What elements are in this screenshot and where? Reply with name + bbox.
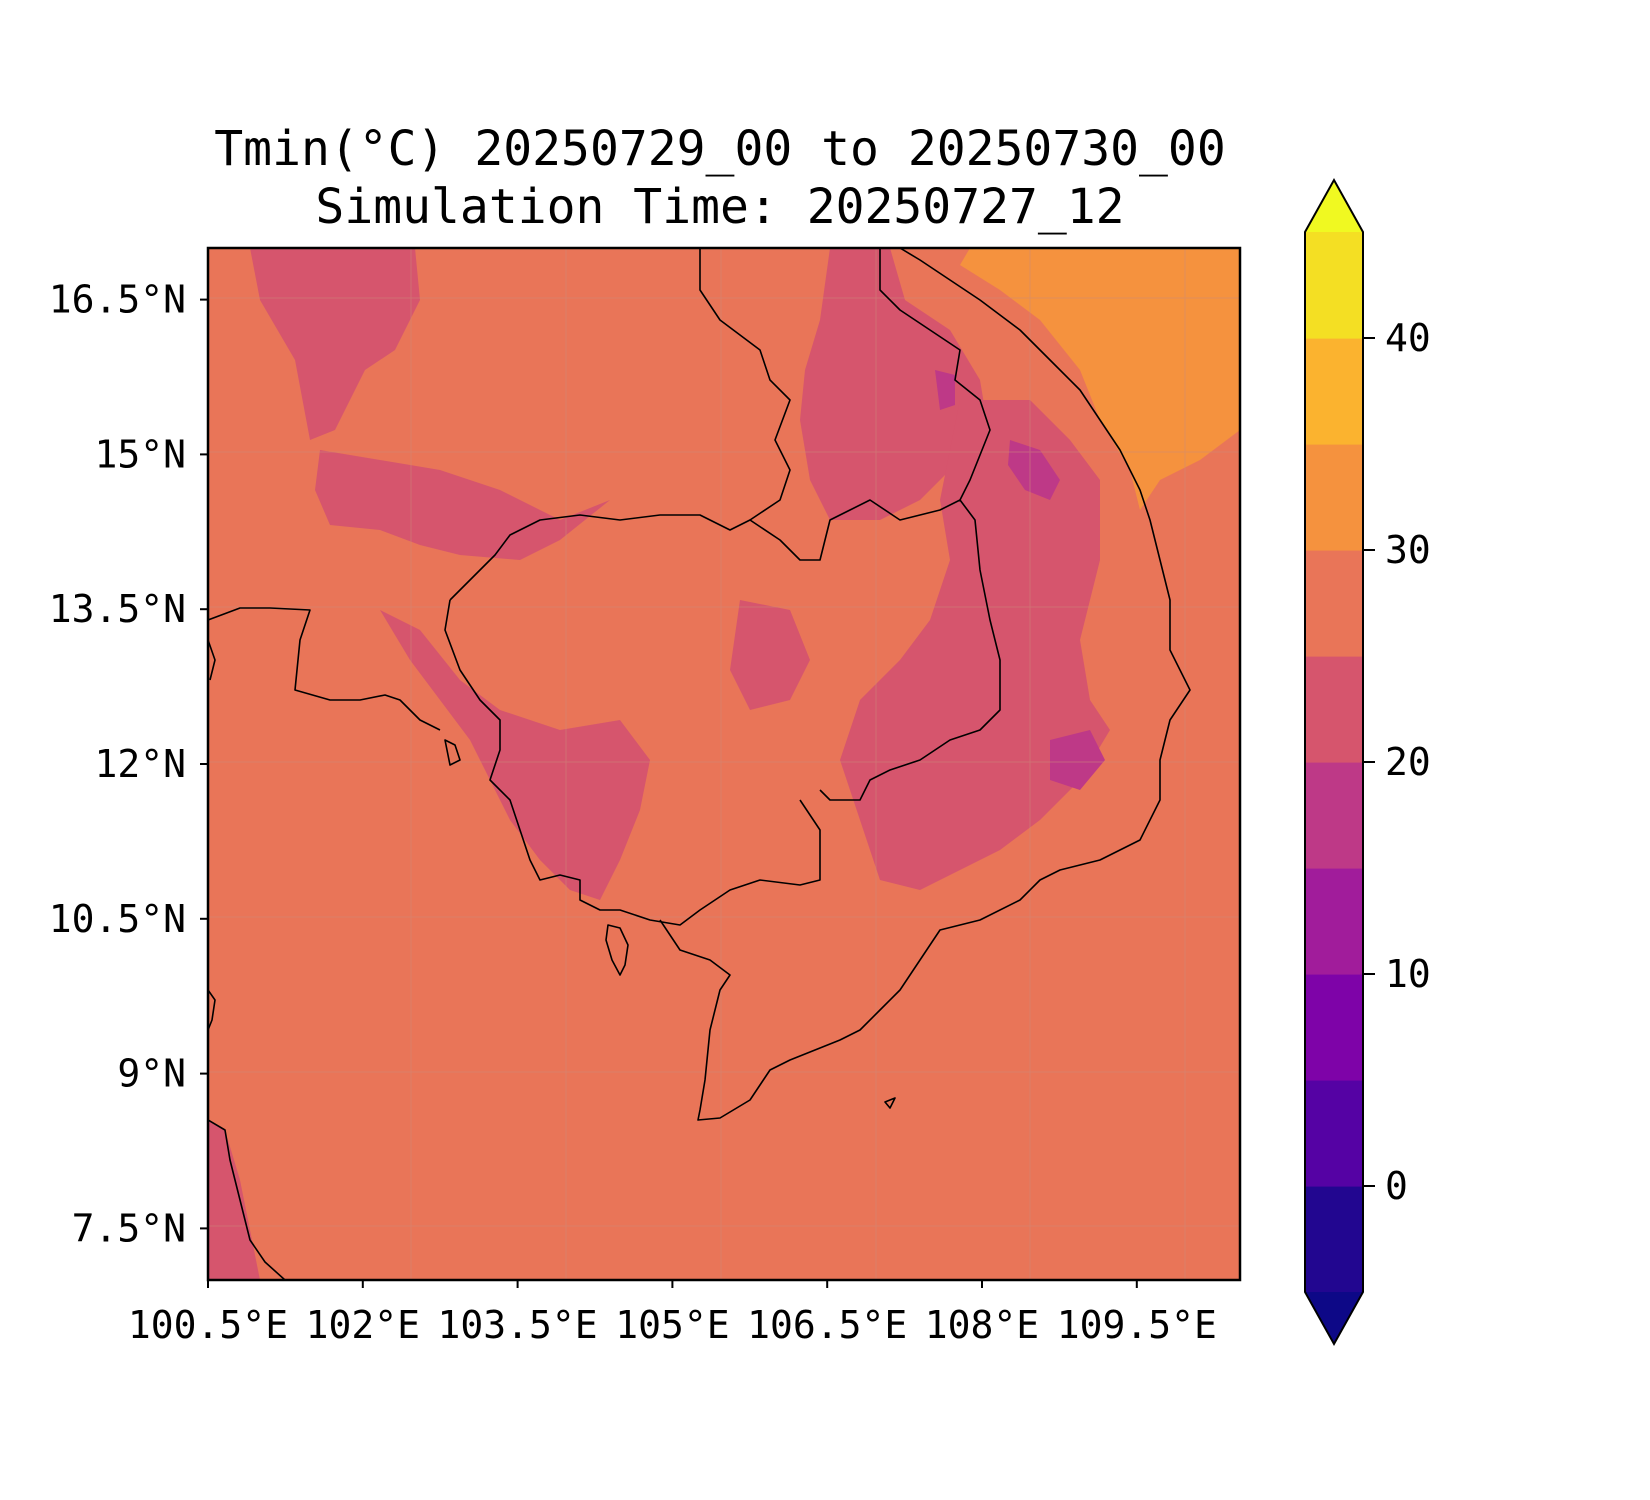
warm-region-coastal-vietnam: [960, 248, 1240, 510]
colorbar-segment: [1305, 444, 1363, 551]
longitude-tick-group: 100.5°E 102°E 103.5°E 105°E 106.5°E 108°E 109.…: [128, 1280, 1217, 1347]
lon-tick-label: 100.5°E: [128, 1303, 288, 1347]
thailand-cambodia-border: [208, 607, 441, 731]
cool-region-isan: [315, 450, 610, 560]
colorbar-tick-label: 40: [1385, 316, 1431, 360]
lat-tick-label: 7.5°N: [72, 1206, 186, 1250]
lat-tick-label: 9°N: [117, 1052, 186, 1096]
colorbar-segment: [1305, 1186, 1363, 1293]
lat-tick-label: 12°N: [94, 742, 186, 786]
colorbar-segment: [1305, 232, 1363, 339]
colorbar: [1304, 177, 1364, 1347]
cool-region-vietnam-highlands: [840, 400, 1110, 890]
lat-tick-label: 15°N: [94, 432, 186, 476]
lon-tick-label: 109.5°E: [1057, 1303, 1217, 1347]
colorbar-segment: [1305, 656, 1363, 763]
lon-tick-label: 105°E: [615, 1303, 729, 1347]
laos-vietnam-border: [879, 248, 991, 501]
colorbar-tick-group: 0 10 20 30 40: [1363, 316, 1431, 1208]
colder-spot-1: [1008, 440, 1060, 500]
colorbar-segment: [1305, 550, 1363, 657]
laos-west-border: [699, 248, 791, 521]
lat-tick-label: 16.5°N: [49, 278, 186, 322]
lat-tick-label: 13.5°N: [49, 587, 186, 631]
map-title: Tmin(°C) 20250729_00 to 20250730_00: [214, 121, 1226, 177]
map-subtitle: Simulation Time: 20250727_12: [315, 179, 1125, 235]
cool-region-cambodia-east: [730, 600, 810, 710]
cambodia-west-coast: [444, 599, 821, 926]
island-con-dao: [884, 1097, 896, 1109]
warmer-regions-30-35: [960, 248, 1240, 510]
cool-region-cardamom: [380, 610, 650, 900]
plot-area: [208, 248, 1240, 1280]
colorbar-outline: [1304, 177, 1364, 1347]
cool-region-southwest-tip: [208, 1120, 260, 1280]
colorbar-segment: [1305, 974, 1363, 1081]
colder-spot-3: [935, 370, 955, 410]
mekong-delta-coast: [659, 248, 1191, 1121]
colorbar-under-triangle: [1305, 1292, 1363, 1344]
colorbar-segment: [1305, 338, 1363, 445]
gridlines: [208, 248, 1240, 1280]
colder-regions-15-20: [935, 370, 1105, 790]
lon-tick-label: 106.5°E: [747, 1303, 907, 1347]
coastlines-and-borders: [208, 248, 1191, 1280]
malaysia-thailand-peninsula: [208, 1119, 286, 1280]
colorbar-tick-label: 10: [1385, 952, 1431, 996]
latitude-tick-group: 16.5°N 15°N 13.5°N 12°N 10.5°N 9°N 7.5°N: [49, 278, 208, 1250]
lat-tick-label: 10.5°N: [49, 897, 186, 941]
colorbar-tick-label: 20: [1385, 740, 1431, 784]
lon-tick-label: 108°E: [925, 1303, 1039, 1347]
thailand-gulf-west-2: [208, 989, 216, 1031]
cool-region-north-thailand: [250, 248, 420, 440]
cambodia-north-border: [449, 499, 1001, 801]
island-phu-quoc: [605, 924, 629, 976]
colorbar-segment: [1305, 1080, 1363, 1187]
lon-tick-label: 102°E: [306, 1303, 420, 1347]
colorbar-over-triangle: [1305, 180, 1363, 232]
colorbar-tick-label: 30: [1385, 528, 1431, 572]
lon-tick-label: 103.5°E: [438, 1303, 598, 1347]
island-koh-kong: [444, 739, 461, 766]
colorbar-tick-label: 0: [1385, 1164, 1408, 1208]
colorbar-segment: [1305, 868, 1363, 975]
colder-spot-2: [1050, 730, 1105, 790]
thailand-gulf-west: [208, 639, 216, 681]
colorbar-segment: [1305, 762, 1363, 869]
